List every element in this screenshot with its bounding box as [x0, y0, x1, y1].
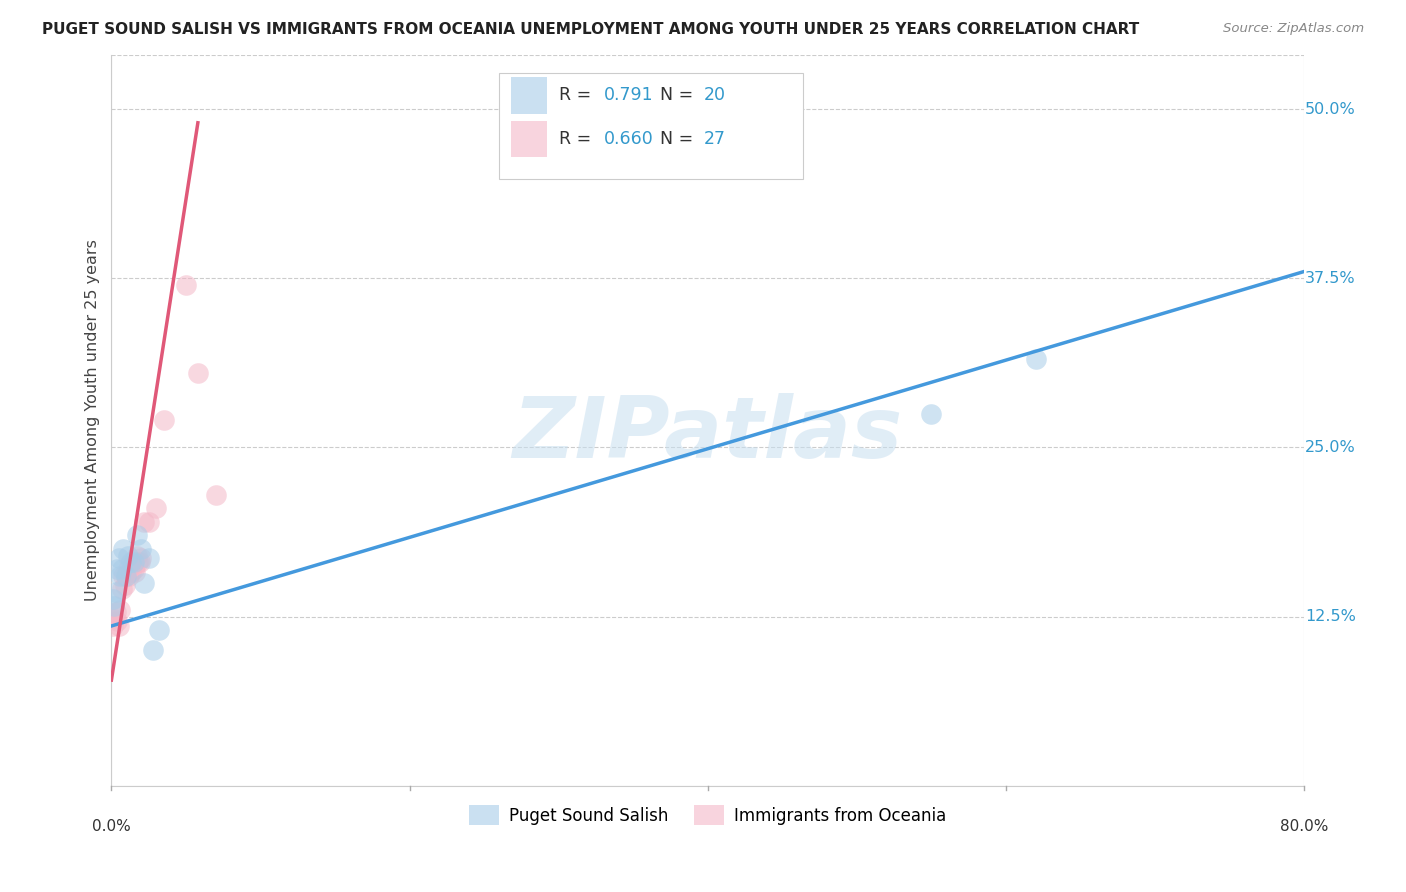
Text: N =: N =	[659, 87, 699, 104]
Point	[920, 407, 942, 421]
Text: 50.0%: 50.0%	[1305, 102, 1355, 117]
Point	[1025, 352, 1047, 367]
Point	[117, 549, 139, 563]
Point	[114, 578, 136, 592]
Point	[187, 366, 209, 380]
Point	[148, 623, 170, 637]
Point	[115, 569, 138, 583]
Point	[104, 585, 127, 599]
FancyBboxPatch shape	[499, 73, 803, 179]
Point	[104, 606, 127, 620]
Text: Source: ZipAtlas.com: Source: ZipAtlas.com	[1223, 22, 1364, 36]
Point	[138, 551, 160, 566]
Text: 0.660: 0.660	[605, 130, 654, 148]
Point	[111, 562, 134, 576]
Point	[174, 278, 197, 293]
Point	[110, 569, 132, 583]
Point	[111, 582, 134, 597]
Text: PUGET SOUND SALISH VS IMMIGRANTS FROM OCEANIA UNEMPLOYMENT AMONG YOUTH UNDER 25 : PUGET SOUND SALISH VS IMMIGRANTS FROM OC…	[42, 22, 1139, 37]
Point	[152, 413, 174, 427]
Point	[105, 562, 128, 576]
Point	[138, 515, 160, 529]
Point	[112, 541, 135, 556]
Point	[108, 551, 131, 566]
Point	[121, 559, 143, 574]
Point	[125, 549, 148, 563]
Point	[108, 619, 131, 633]
Point	[112, 569, 135, 583]
Text: N =: N =	[659, 130, 699, 148]
Point	[142, 643, 165, 657]
Point	[118, 569, 141, 583]
Point	[128, 555, 150, 569]
Point	[204, 488, 226, 502]
Text: 25.0%: 25.0%	[1305, 440, 1355, 455]
Text: 0.791: 0.791	[605, 87, 654, 104]
Point	[129, 551, 152, 566]
Point	[103, 599, 125, 613]
Point	[124, 565, 146, 579]
Point	[145, 501, 167, 516]
Text: 20: 20	[704, 87, 725, 104]
Point	[134, 515, 156, 529]
Point	[127, 555, 149, 569]
Text: R =: R =	[558, 87, 596, 104]
Point	[101, 619, 124, 633]
Text: 27: 27	[704, 130, 725, 148]
Text: 80.0%: 80.0%	[1279, 820, 1329, 834]
Text: 12.5%: 12.5%	[1305, 609, 1355, 624]
FancyBboxPatch shape	[510, 77, 547, 113]
FancyBboxPatch shape	[510, 121, 547, 157]
Point	[129, 541, 152, 556]
Text: R =: R =	[558, 130, 596, 148]
Point	[120, 555, 142, 569]
Legend: Puget Sound Salish, Immigrants from Oceania: Puget Sound Salish, Immigrants from Ocea…	[463, 798, 953, 832]
Point	[125, 528, 148, 542]
Point	[115, 569, 138, 583]
Point	[110, 603, 132, 617]
Point	[103, 612, 125, 626]
Y-axis label: Unemployment Among Youth under 25 years: Unemployment Among Youth under 25 years	[86, 239, 100, 601]
Point	[134, 575, 156, 590]
Text: 37.5%: 37.5%	[1305, 271, 1355, 285]
Point	[122, 555, 145, 569]
Point	[122, 562, 145, 576]
Point	[120, 565, 142, 579]
Point	[105, 614, 128, 628]
Point	[101, 591, 124, 606]
Text: ZIPatlas: ZIPatlas	[513, 393, 903, 476]
Point	[117, 562, 139, 576]
Text: 0.0%: 0.0%	[91, 820, 131, 834]
